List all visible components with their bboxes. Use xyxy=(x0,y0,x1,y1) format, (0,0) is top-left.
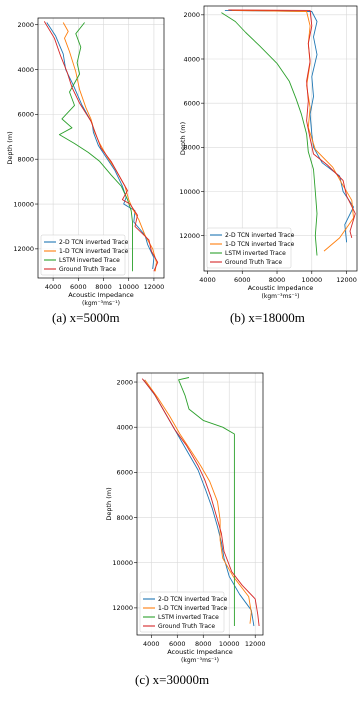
series-line-truth xyxy=(141,378,260,627)
y-tick-label: 2000 xyxy=(116,378,133,386)
caption-a: (a) x=5000m xyxy=(52,310,120,325)
x-tick-label: 10000 xyxy=(219,640,240,648)
plot-frame xyxy=(136,372,264,636)
y-tick-label: 12000 xyxy=(179,232,200,240)
y-tick-label: 4000 xyxy=(17,66,34,74)
y-tick-label: 2000 xyxy=(183,11,200,19)
x-tick-label: 12000 xyxy=(144,283,165,291)
series-line-tcn1d xyxy=(231,9,354,252)
series-line-lstm xyxy=(221,12,318,256)
y-axis-label: Depth (m) xyxy=(105,487,113,520)
legend-label: 1-D TCN inverted Trace xyxy=(59,248,129,255)
x-tick-label: 8000 xyxy=(95,283,112,291)
x-tick-label: 8000 xyxy=(195,640,212,648)
x-axis-units: (kgm⁻³ms⁻¹) xyxy=(82,300,120,307)
y-tick-label: 10000 xyxy=(13,200,34,208)
y-axis-label: Depth (m) xyxy=(6,131,14,164)
chart-panel-c: 4000 6000 8000 10000 12000 2000 4000 6000 8000 10… xyxy=(105,372,266,664)
y-tick-label: 8000 xyxy=(183,144,200,152)
caption-c: (c) x=30000m xyxy=(135,672,210,687)
plot-frame xyxy=(203,5,358,272)
legend-box xyxy=(206,227,292,269)
series-line-lstm xyxy=(178,377,235,626)
x-tick-label: 6000 xyxy=(234,276,251,284)
x-axis-label: Acoustic Impedance xyxy=(68,291,134,299)
series-line-truth xyxy=(43,21,159,272)
y-tick-label: 2000 xyxy=(17,21,34,29)
y-tick-label: 12000 xyxy=(112,604,133,612)
series-line-tcn1d xyxy=(144,379,252,624)
legend-label: 1-D TCN inverted Trace xyxy=(158,605,228,612)
legend-label: 1-D TCN inverted Trace xyxy=(225,241,295,248)
chart-panel-b: 4000 6000 8000 10000 12000 2000 4000 6000 8000 10… xyxy=(179,5,358,300)
x-tick-label: 12000 xyxy=(336,276,357,284)
x-tick-label: 4000 xyxy=(143,640,160,648)
plot-frame xyxy=(37,17,165,279)
legend-label: LSTM inverted Trace xyxy=(225,250,286,257)
legend-label: LSTM inverted Trace xyxy=(158,614,219,621)
y-tick-label: 8000 xyxy=(116,514,133,522)
x-axis-units: (kgm⁻³ms⁻¹) xyxy=(262,293,300,300)
y-tick-label: 12000 xyxy=(13,245,34,253)
legend-label: LSTM inverted Trace xyxy=(59,257,120,264)
y-tick-label: 10000 xyxy=(179,188,200,196)
x-axis-label: Acoustic Impedance xyxy=(248,284,314,292)
legend-box xyxy=(40,234,126,276)
legend-box xyxy=(139,591,225,633)
caption-b: (b) x=18000m xyxy=(230,310,305,325)
y-tick-label: 6000 xyxy=(183,99,200,107)
y-tick-label: 8000 xyxy=(17,156,34,164)
series-line-tcn2d xyxy=(224,9,354,243)
y-axis-label: Depth (m) xyxy=(179,122,187,155)
legend-label: Ground Truth Trace xyxy=(158,623,215,630)
x-axis-units: (kgm⁻³ms⁻¹) xyxy=(181,657,219,664)
series-line-lstm xyxy=(58,22,133,272)
y-tick-label: 10000 xyxy=(112,559,133,567)
y-tick-label: 4000 xyxy=(183,55,200,63)
legend-label: 2-D TCN inverted Trace xyxy=(158,596,228,603)
x-tick-label: 4000 xyxy=(45,283,62,291)
y-tick-label: 4000 xyxy=(116,424,133,432)
series-line-tcn1d xyxy=(62,22,157,272)
x-tick-label: 6000 xyxy=(169,640,186,648)
chart-panel-a: 4000 6000 8000 10000 12000 2000 4000 6000 8000 10… xyxy=(6,17,165,307)
legend-label: 2-D TCN inverted Trace xyxy=(225,232,295,239)
legend-label: Ground Truth Trace xyxy=(59,266,116,273)
legend-label: 2-D TCN inverted Trace xyxy=(59,239,129,246)
x-tick-label: 12000 xyxy=(245,640,266,648)
x-axis-label: Acoustic Impedance xyxy=(167,648,233,656)
x-tick-label: 10000 xyxy=(118,283,139,291)
legend-label: Ground Truth Trace xyxy=(225,259,282,266)
x-tick-label: 8000 xyxy=(269,276,286,284)
x-tick-label: 10000 xyxy=(301,276,322,284)
x-tick-label: 4000 xyxy=(199,276,216,284)
x-tick-label: 6000 xyxy=(70,283,87,291)
series-line-truth xyxy=(228,9,356,239)
y-tick-label: 6000 xyxy=(17,111,34,119)
y-tick-label: 6000 xyxy=(116,469,133,477)
